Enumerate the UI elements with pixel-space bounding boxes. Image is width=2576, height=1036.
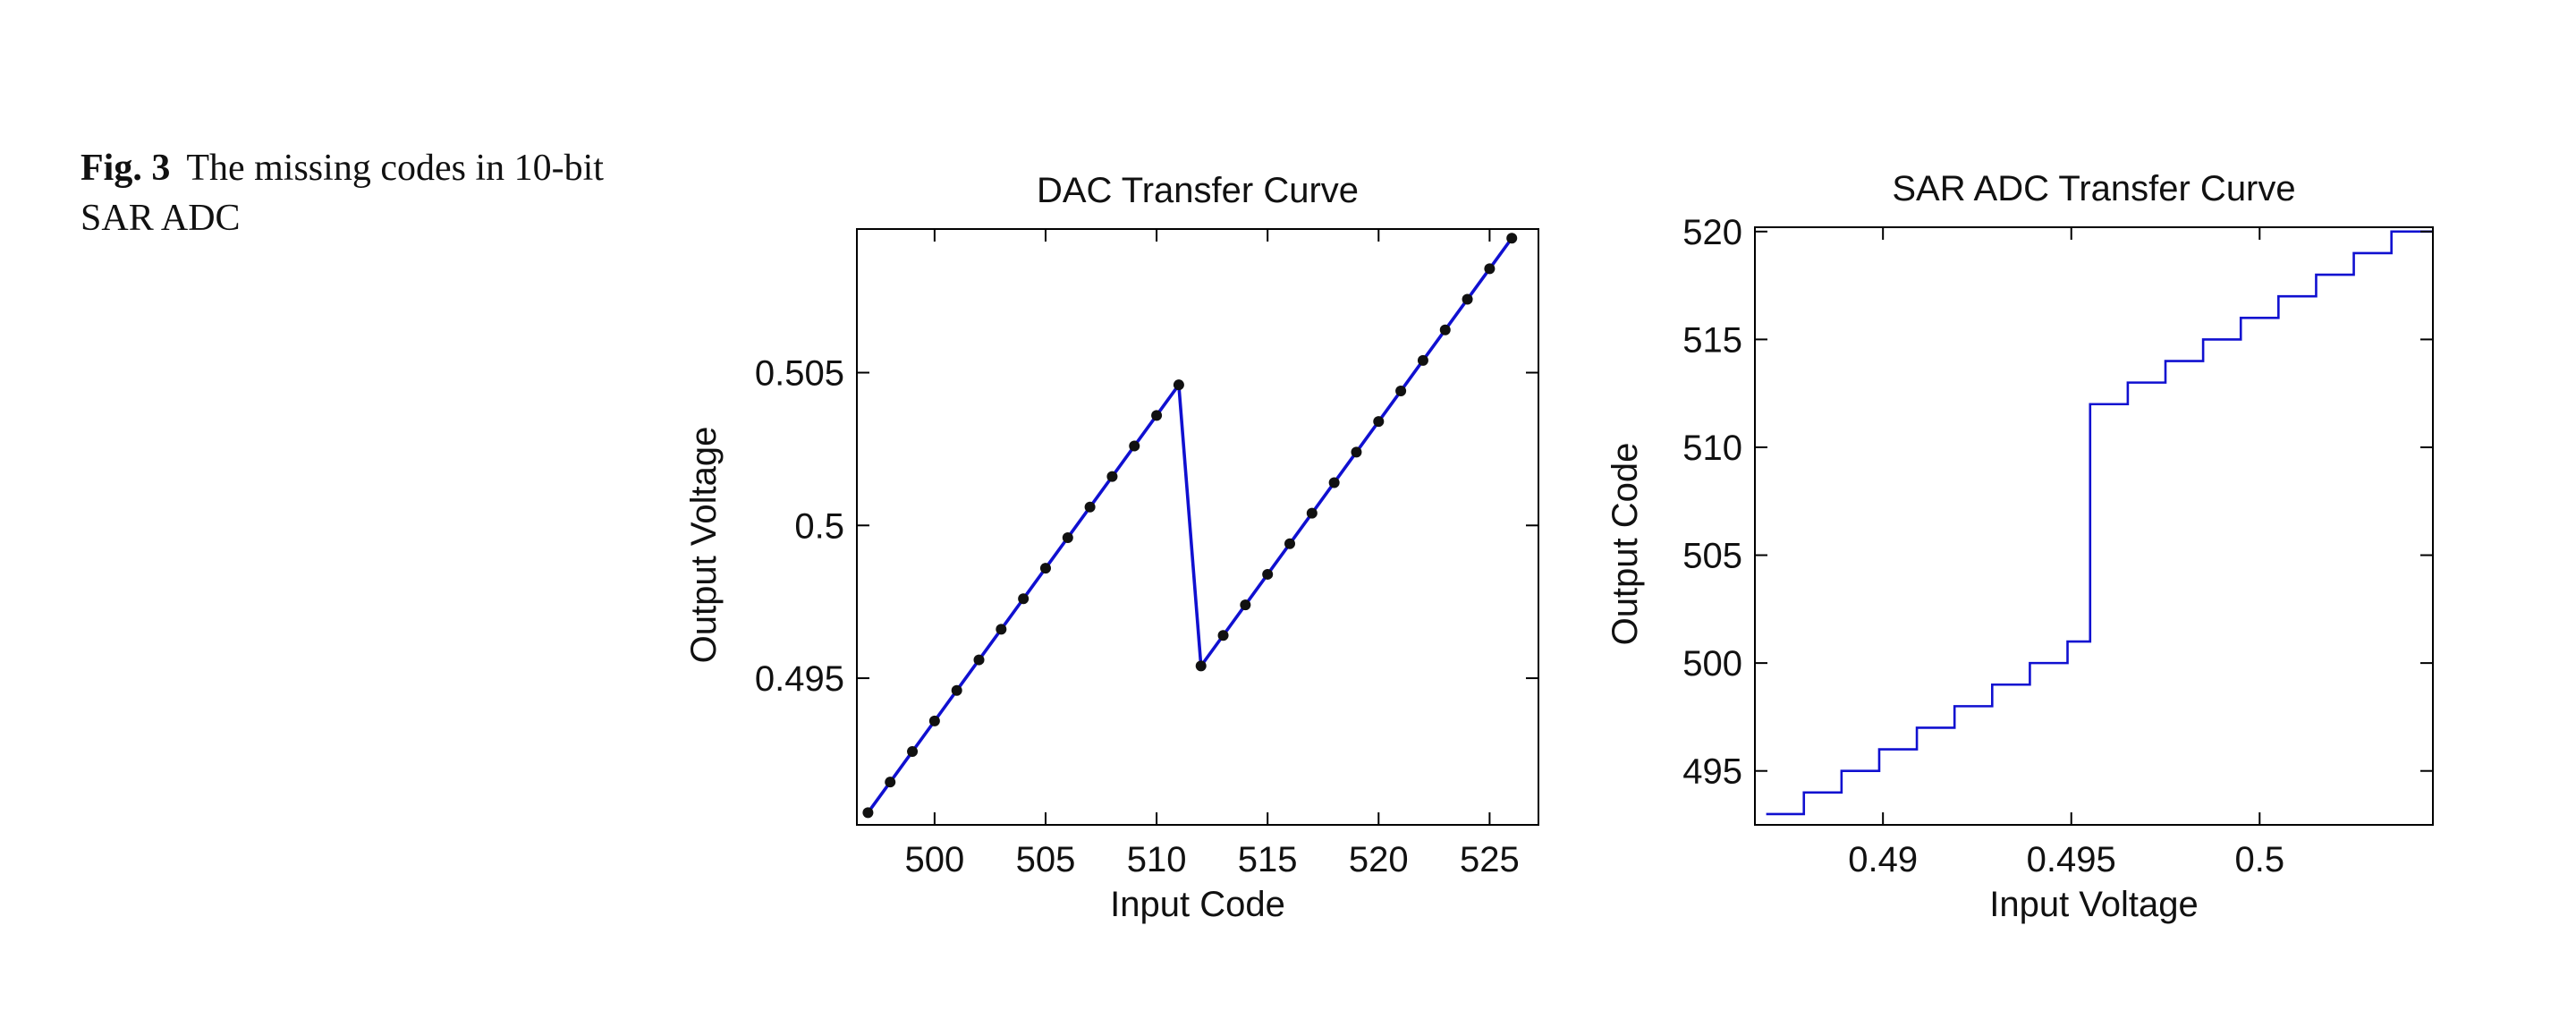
data-point <box>1173 379 1184 391</box>
x-tick-label: 0.495 <box>2027 840 2116 879</box>
chart-title: DAC Transfer Curve <box>1037 171 1359 210</box>
data-point <box>885 777 896 788</box>
data-point <box>1484 263 1496 275</box>
data-point <box>1417 354 1428 366</box>
data-point <box>1351 446 1362 458</box>
x-tick-label: 510 <box>1127 840 1187 879</box>
y-tick-label: 520 <box>1682 213 1742 252</box>
data-point <box>1018 593 1030 605</box>
x-tick-label: 525 <box>1460 840 1520 879</box>
data-point <box>907 746 919 758</box>
plot-frame <box>1754 226 2434 826</box>
figure-caption: Fig. 3 The missing codes in 10-bit SAR AD… <box>80 143 617 243</box>
data-point <box>1284 538 1296 549</box>
x-tick-label: 520 <box>1349 840 1409 879</box>
x-tick-label: 505 <box>1016 840 1076 879</box>
series-line <box>1766 230 2433 816</box>
data-point <box>1395 386 1407 397</box>
data-point <box>1306 507 1318 519</box>
data-point <box>1084 501 1096 513</box>
y-tick-label: 500 <box>1682 644 1742 684</box>
data-point <box>1195 660 1207 672</box>
x-tick-label: 0.5 <box>2234 840 2284 879</box>
data-point <box>1373 416 1385 428</box>
data-point <box>1106 471 1118 482</box>
data-point <box>1439 324 1451 335</box>
data-point <box>1151 410 1163 421</box>
data-point <box>973 654 985 666</box>
chart-2: SAR ADC Transfer Curve 0.49 0.495 0.5 495 500… <box>1606 169 2434 924</box>
plot-frame <box>856 228 1539 826</box>
data-point <box>1262 568 1274 580</box>
figure-caption-text: The missing codes in 10-bit SAR ADC <box>80 148 604 239</box>
data-point <box>1039 563 1051 574</box>
y-tick-label: 0.495 <box>755 659 844 699</box>
x-axis-label: Input Code <box>1110 885 1285 924</box>
data-point <box>951 684 962 696</box>
data-point <box>1129 440 1140 452</box>
data-point <box>1062 531 1073 543</box>
data-point <box>862 807 874 819</box>
data-point <box>1462 293 1473 305</box>
data-point <box>1217 630 1229 641</box>
y-tick-label: 505 <box>1682 537 1742 576</box>
y-axis-label: Output Code <box>1606 443 1645 646</box>
x-axis-label: Input Voltage <box>1989 885 2199 924</box>
x-tick-label: 0.49 <box>1848 840 1918 879</box>
y-tick-label: 495 <box>1682 752 1742 792</box>
data-point <box>1506 233 1518 244</box>
y-axis-label: Output Voltage <box>684 427 724 664</box>
data-point <box>1240 599 1251 611</box>
series-line <box>866 237 1513 814</box>
y-tick-label: 0.5 <box>794 506 844 546</box>
chart-title: SAR ADC Transfer Curve <box>1892 169 2295 208</box>
figure-label: Fig. 3 <box>80 148 171 189</box>
y-tick-label: 510 <box>1682 429 1742 468</box>
y-tick-label: 0.505 <box>755 354 844 394</box>
x-tick-label: 515 <box>1238 840 1298 879</box>
x-tick-label: 500 <box>904 840 964 879</box>
data-point <box>1328 477 1340 488</box>
data-point <box>928 715 940 726</box>
data-point <box>996 624 1007 635</box>
y-tick-label: 515 <box>1682 320 1742 360</box>
chart-1: DAC Transfer Curve 500 505 510 515 520 525 0.49… <box>684 171 1539 924</box>
